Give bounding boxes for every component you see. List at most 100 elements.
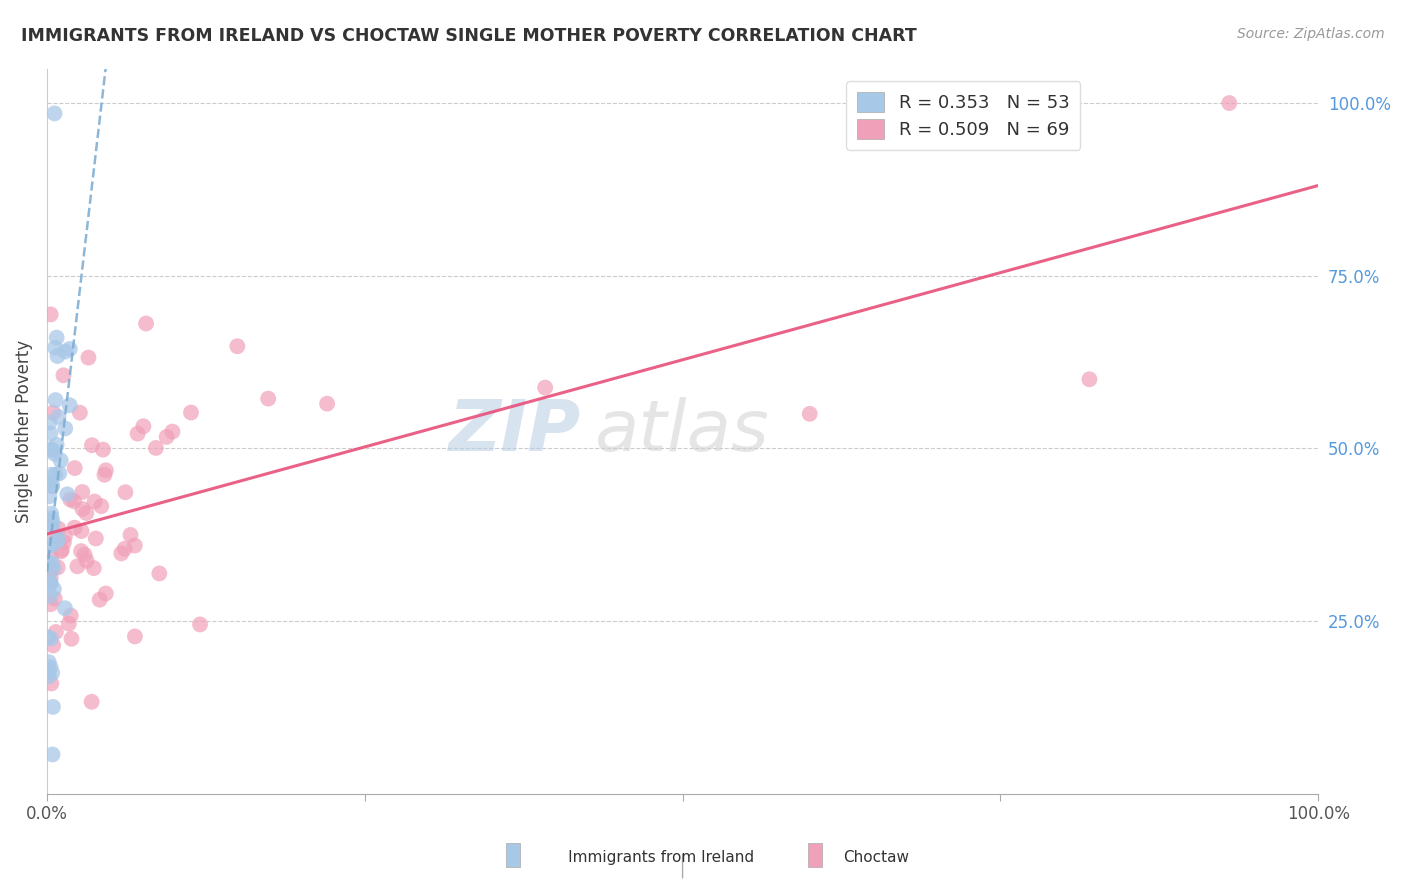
Point	[46, 349, 69, 363]
Point	[41, 479, 63, 493]
Point	[80, 438, 103, 452]
Point	[45, 330, 67, 344]
Point	[39, 519, 62, 533]
Point	[37, 663, 59, 677]
Point	[84, 532, 107, 546]
Point	[39, 589, 62, 603]
Point	[39, 576, 62, 591]
Point	[114, 485, 136, 500]
Point	[41, 676, 63, 690]
Point	[257, 392, 280, 406]
Point	[66, 559, 89, 574]
Point	[80, 695, 103, 709]
Point	[90, 499, 112, 513]
Y-axis label: Single Mother Poverty: Single Mother Poverty	[15, 340, 32, 523]
Point	[39, 632, 62, 646]
Point	[94, 586, 117, 600]
Point	[45, 528, 67, 542]
Point	[76, 554, 98, 568]
Text: IMMIGRANTS FROM IRELAND VS CHOCTAW SINGLE MOTHER POVERTY CORRELATION CHART: IMMIGRANTS FROM IRELAND VS CHOCTAW SINGL…	[21, 27, 917, 45]
Point	[45, 393, 67, 408]
Point	[114, 541, 136, 556]
Text: ZIP: ZIP	[449, 397, 581, 466]
Point	[37, 515, 59, 529]
Point	[94, 463, 117, 477]
Point	[38, 416, 60, 430]
Point	[41, 538, 63, 552]
Point	[56, 487, 79, 501]
Point	[44, 467, 66, 482]
Point	[39, 571, 62, 585]
Point	[49, 544, 72, 558]
Point	[162, 425, 184, 439]
Point	[1218, 96, 1240, 111]
Point	[59, 342, 82, 356]
Point	[49, 453, 72, 467]
Point	[39, 549, 62, 563]
Point	[83, 561, 105, 575]
Point	[70, 544, 93, 558]
Point	[39, 442, 62, 457]
Point	[132, 419, 155, 434]
Point	[70, 524, 93, 538]
Point	[42, 561, 65, 575]
Point	[148, 566, 170, 581]
Point	[41, 511, 63, 525]
Point	[46, 534, 69, 549]
Point	[188, 617, 211, 632]
Point	[53, 529, 76, 543]
Point	[127, 426, 149, 441]
Point	[39, 518, 62, 533]
Point	[59, 492, 82, 507]
Point	[48, 522, 70, 536]
Point	[72, 502, 94, 516]
Point	[38, 539, 60, 553]
Text: Source: ZipAtlas.com: Source: ZipAtlas.com	[1237, 27, 1385, 41]
Point	[37, 555, 59, 569]
Point	[73, 548, 96, 562]
Point	[46, 560, 69, 574]
Text: atlas: atlas	[593, 397, 768, 466]
Point	[39, 575, 62, 590]
Point	[51, 542, 73, 557]
Point	[59, 398, 82, 412]
Point	[91, 442, 114, 457]
Point	[69, 406, 91, 420]
Point	[135, 317, 157, 331]
Point	[59, 608, 82, 623]
Legend: R = 0.353   N = 53, R = 0.509   N = 69: R = 0.353 N = 53, R = 0.509 N = 69	[846, 81, 1080, 150]
Point	[110, 546, 132, 560]
Point	[124, 539, 146, 553]
Point	[77, 351, 100, 365]
Point	[41, 665, 63, 680]
Point	[124, 630, 146, 644]
Point	[53, 601, 76, 615]
Point	[42, 699, 65, 714]
Point	[316, 397, 339, 411]
Point	[39, 597, 62, 611]
Point	[63, 521, 86, 535]
Point	[52, 368, 75, 383]
Point	[38, 489, 60, 503]
Point	[52, 535, 75, 549]
Point	[45, 438, 67, 452]
Point	[38, 655, 60, 669]
Point	[53, 421, 76, 435]
Point	[39, 308, 62, 322]
Point	[38, 669, 60, 683]
Point	[38, 476, 60, 491]
Point	[145, 441, 167, 455]
Point	[58, 616, 80, 631]
Point	[799, 407, 821, 421]
Text: Immigrants from Ireland: Immigrants from Ireland	[534, 850, 755, 865]
Point	[41, 556, 63, 570]
Point	[44, 591, 66, 606]
Point	[72, 485, 94, 500]
Point	[39, 507, 62, 521]
Point	[39, 660, 62, 674]
Point	[63, 494, 86, 508]
Point	[155, 430, 177, 444]
Point	[39, 426, 62, 441]
Point	[39, 562, 62, 576]
Point	[226, 339, 249, 353]
